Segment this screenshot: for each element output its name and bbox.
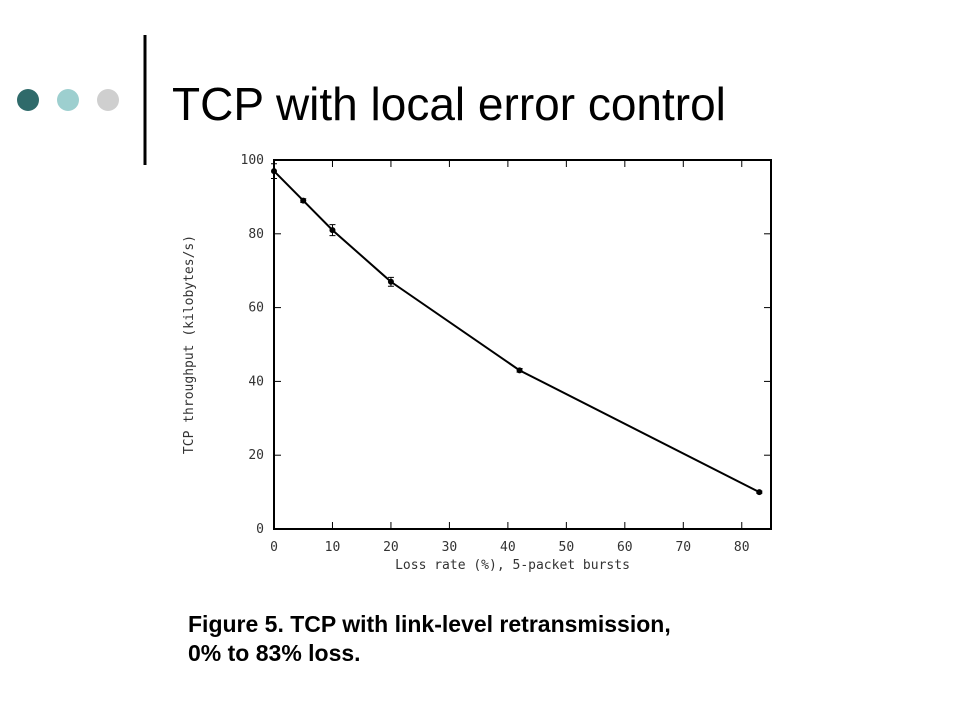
y-tick-label: 100 bbox=[241, 153, 264, 168]
y-tick-label: 40 bbox=[248, 374, 264, 389]
slide-title: TCP with local error control bbox=[172, 78, 726, 130]
x-tick-label: 0 bbox=[270, 540, 278, 555]
x-tick-label: 70 bbox=[675, 540, 691, 555]
y-axis-label: TCP throughput (kilobytes/s) bbox=[182, 235, 197, 454]
data-point bbox=[516, 367, 523, 374]
x-tick-label: 40 bbox=[500, 540, 516, 555]
figure-caption: 0% to 83% loss. bbox=[188, 640, 361, 666]
x-axis-label: Loss rate (%), 5-packet bursts bbox=[395, 558, 630, 573]
data-line bbox=[273, 170, 760, 493]
figure-caption: Figure 5. TCP with link-level retransmis… bbox=[188, 611, 671, 637]
x-tick-label: 50 bbox=[559, 540, 575, 555]
plot-frame bbox=[273, 159, 772, 530]
x-tick-label: 20 bbox=[383, 540, 399, 555]
data-point bbox=[300, 197, 307, 204]
bullet-dot bbox=[57, 89, 79, 111]
bullet-dot bbox=[97, 89, 119, 111]
data-point bbox=[271, 168, 277, 175]
y-tick-label: 80 bbox=[248, 227, 264, 242]
x-tick-label: 60 bbox=[617, 540, 633, 555]
data-point bbox=[329, 227, 336, 234]
data-point bbox=[387, 278, 394, 285]
bullet-dot bbox=[17, 89, 39, 111]
chart: 0 10 20 30 40 50 60 70 80 0 20 40 60 80 100 Loss rate (… bbox=[182, 153, 772, 666]
y-tick-label: 60 bbox=[248, 301, 264, 316]
y-tick-label: 0 bbox=[256, 522, 264, 537]
x-tick-label: 30 bbox=[442, 540, 458, 555]
y-tick-label: 20 bbox=[248, 448, 264, 463]
data-point bbox=[756, 489, 763, 496]
x-tick-label: 10 bbox=[325, 540, 341, 555]
x-tick-label: 80 bbox=[734, 540, 750, 555]
